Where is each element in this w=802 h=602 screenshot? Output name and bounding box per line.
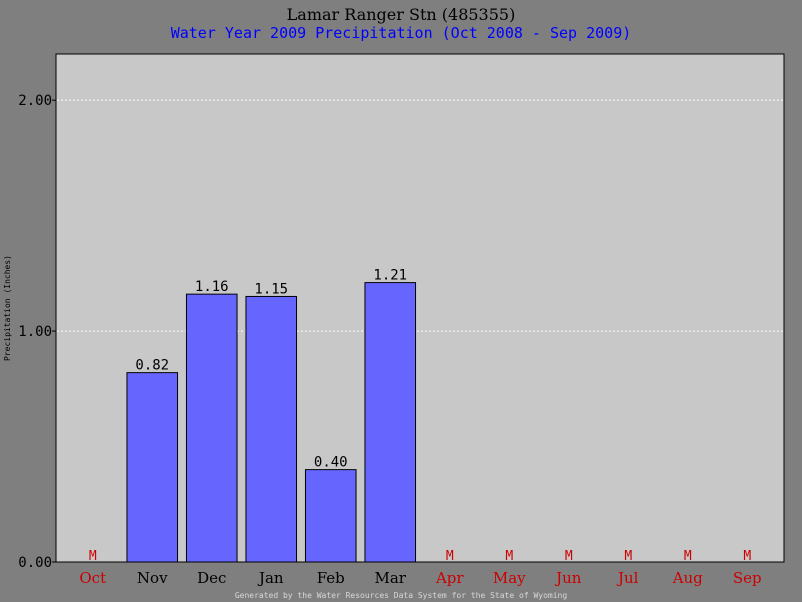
x-tick-label-apr: Apr bbox=[435, 569, 464, 587]
x-tick-label-may: May bbox=[493, 569, 526, 587]
x-tick-label-mar: Mar bbox=[375, 569, 407, 587]
x-tick-label-nov: Nov bbox=[137, 569, 168, 587]
value-label-dec: 1.16 bbox=[195, 279, 229, 295]
value-label-jan: 1.15 bbox=[254, 281, 288, 297]
x-tick-label-jul: Jul bbox=[616, 569, 639, 587]
missing-label-sep: M bbox=[743, 549, 751, 564]
bar-mar bbox=[364, 282, 417, 563]
y-axis-ticks: 0.00 1.00 2.00 bbox=[18, 93, 56, 571]
value-labels: M 0.82 1.16 1.15 0.40 1.21 M M M M M M bbox=[89, 268, 752, 564]
bar-jan bbox=[245, 295, 298, 563]
x-tick-label-jun: Jun bbox=[554, 569, 582, 587]
x-axis-ticks: Oct Nov Dec Jan Feb Mar Apr May Jun Jul Aug Sep bbox=[79, 569, 761, 587]
gridlines bbox=[57, 99, 783, 332]
missing-label-aug: M bbox=[684, 549, 692, 564]
value-label-mar: 1.21 bbox=[373, 268, 407, 284]
chart-title: Lamar Ranger Stn (485355) bbox=[287, 5, 516, 24]
x-tick-label-sep: Sep bbox=[733, 569, 762, 587]
y-axis-label: Precipitation (Inches) bbox=[3, 255, 12, 361]
missing-label-apr: M bbox=[446, 549, 454, 564]
bar-nov bbox=[126, 372, 179, 563]
bar-dec bbox=[185, 293, 238, 563]
chart-subtitle: Water Year 2009 Precipitation (Oct 2008 … bbox=[171, 24, 632, 42]
missing-label-may: M bbox=[505, 549, 513, 564]
y-tick-label: 0.00 bbox=[18, 555, 52, 571]
value-label-feb: 0.40 bbox=[314, 455, 348, 471]
footer-credit: Generated by the Water Resources Data Sy… bbox=[235, 591, 568, 600]
x-tick-label-jan: Jan bbox=[257, 569, 284, 587]
missing-label-jul: M bbox=[624, 549, 632, 564]
missing-label-oct: M bbox=[89, 549, 97, 564]
x-tick-label-aug: Aug bbox=[672, 569, 703, 587]
x-tick-label-dec: Dec bbox=[197, 569, 226, 587]
x-tick-label-feb: Feb bbox=[317, 569, 345, 587]
missing-label-jun: M bbox=[565, 549, 573, 564]
y-tick-label: 1.00 bbox=[18, 324, 52, 340]
y-tick-label: 2.00 bbox=[18, 93, 52, 109]
bars bbox=[126, 282, 417, 563]
value-label-nov: 0.82 bbox=[135, 358, 169, 374]
bar-feb bbox=[304, 469, 357, 563]
x-tick-label-oct: Oct bbox=[79, 569, 106, 587]
